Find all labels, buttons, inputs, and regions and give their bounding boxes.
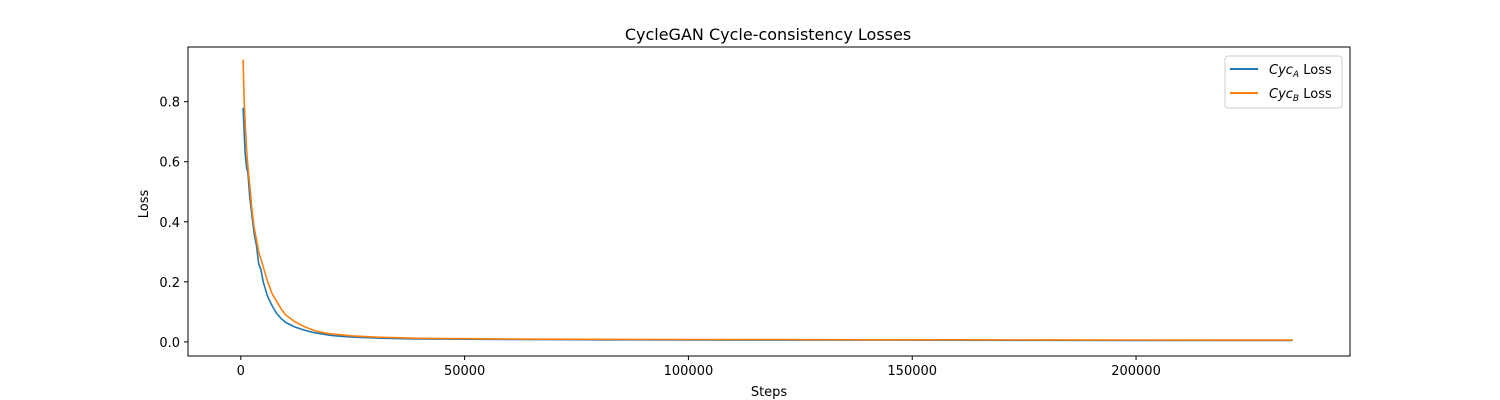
x-tick-label: 100000 bbox=[664, 364, 714, 379]
y-axis-label: Loss bbox=[137, 190, 152, 219]
legend-item-a: CycA Loss bbox=[1230, 63, 1332, 80]
series-line-a bbox=[242, 107, 1293, 342]
x-tick-label: 150000 bbox=[887, 364, 937, 379]
x-tick-label: 0 bbox=[237, 364, 245, 379]
y-tick-label: 0.4 bbox=[159, 216, 180, 231]
series-group bbox=[242, 59, 1293, 342]
y-tick-label: 0.8 bbox=[159, 96, 180, 111]
y-tick-label: 0.2 bbox=[159, 276, 180, 291]
legend-item-b: CycB Loss bbox=[1230, 87, 1332, 104]
x-tick-label: 200000 bbox=[1111, 364, 1161, 379]
y-ticks: 0.0 0.2 0.4 0.6 0.8 bbox=[159, 96, 188, 351]
x-tick-label: 50000 bbox=[444, 364, 485, 379]
legend-label: CycA Loss bbox=[1269, 63, 1332, 80]
legend: CycA Loss CycB Loss bbox=[1224, 55, 1343, 109]
axes-frame bbox=[187, 46, 1351, 357]
y-tick-label: 0.0 bbox=[159, 336, 180, 351]
chart-title: CycleGAN Cycle-consistency Losses bbox=[625, 25, 911, 44]
series-line-b bbox=[242, 59, 1293, 341]
legend-label: CycB Loss bbox=[1269, 87, 1332, 104]
x-axis-label: Steps bbox=[751, 385, 788, 400]
x-ticks: 0 50000 100000 150000 200000 bbox=[237, 356, 1161, 379]
y-tick-label: 0.6 bbox=[159, 156, 180, 171]
